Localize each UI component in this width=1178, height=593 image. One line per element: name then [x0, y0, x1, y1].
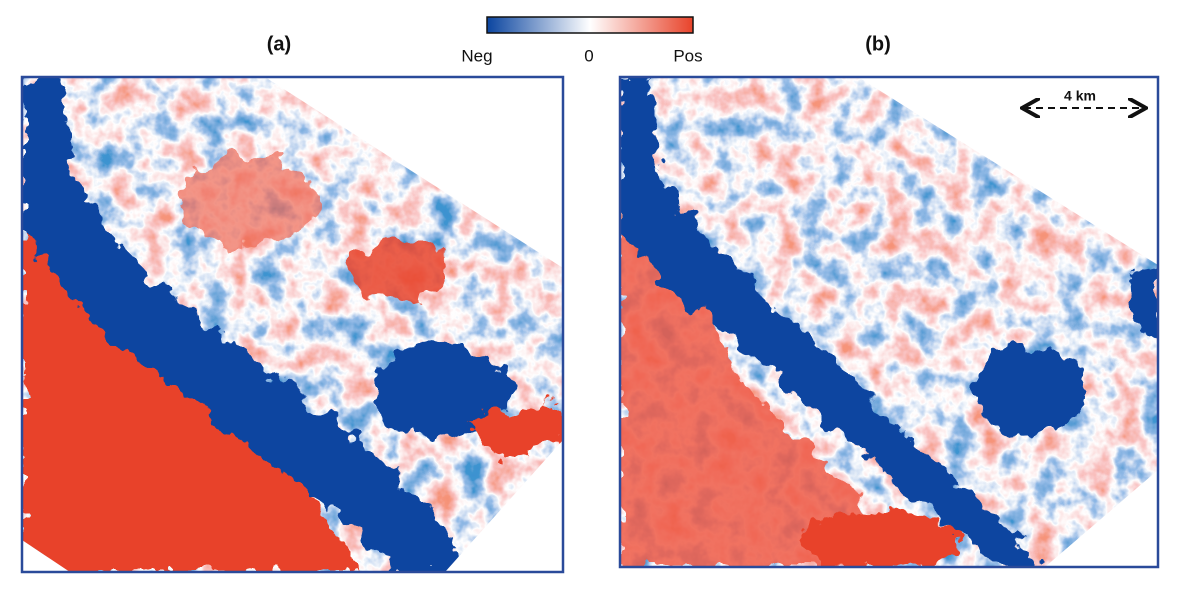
- map-b: [620, 77, 1158, 567]
- colorbar-low-label: Neg: [461, 46, 492, 65]
- colorbar-mid-label: 0: [584, 46, 593, 65]
- map-frame: [20, 75, 565, 574]
- map-frame: [618, 75, 1160, 569]
- panel-label: (a): [267, 33, 291, 55]
- colorbar-high-label: Pos: [673, 46, 702, 65]
- map-features: [620, 77, 1158, 567]
- panel-label: (b): [865, 33, 891, 55]
- map-a: [22, 77, 563, 572]
- scale-bar-label: 4 km: [1064, 88, 1096, 104]
- map-features: [22, 77, 563, 572]
- colorbar: [486, 16, 694, 34]
